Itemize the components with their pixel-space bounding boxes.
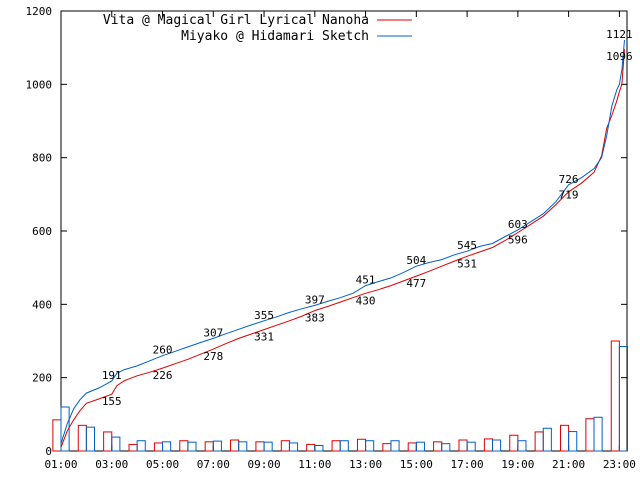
data-label: 226: [153, 369, 173, 382]
y-tick-label: 600: [32, 225, 52, 238]
legend-label-vita: Vita @ Magical Girl Lyrical Nanoha: [103, 13, 369, 28]
data-label: 430: [356, 294, 376, 307]
hourly-bar: [306, 443, 316, 452]
x-tick-label: 19:00: [501, 458, 534, 471]
hourly-bar: [314, 445, 324, 452]
hourly-bar: [179, 440, 189, 452]
data-label: 191: [102, 369, 122, 382]
data-label: 260: [153, 344, 173, 357]
hourly-bar: [187, 441, 197, 452]
x-tick-label: 03:00: [95, 458, 128, 471]
hourly-bar: [593, 416, 603, 452]
hourly-bar: [560, 424, 570, 452]
hourly-bar: [509, 434, 519, 452]
hourly-bar: [255, 441, 265, 452]
hourly-bar: [382, 443, 392, 452]
data-label: 1096: [606, 50, 633, 63]
hourly-bar: [365, 440, 375, 452]
y-tick-label: 400: [32, 298, 52, 311]
hourly-bar: [441, 443, 451, 452]
data-label: 451: [356, 274, 376, 287]
data-label: 596: [508, 233, 528, 246]
data-label: 1121: [606, 28, 633, 41]
x-tick-label: 05:00: [146, 458, 179, 471]
hourly-bar: [610, 340, 620, 452]
hourly-bar: [263, 441, 273, 452]
hourly-bar: [162, 441, 172, 452]
x-tick-label: 13:00: [349, 458, 382, 471]
hourly-bar: [568, 431, 578, 452]
hourly-bar: [466, 441, 476, 452]
hourly-bar: [238, 441, 248, 452]
data-label: 504: [406, 254, 426, 267]
data-label: 531: [457, 257, 477, 270]
data-label: 545: [457, 239, 477, 252]
cumulative-lines: [60, 39, 625, 448]
hourly-bar: [517, 440, 527, 452]
data-label: 477: [406, 277, 426, 290]
hourly-bar: [618, 346, 629, 452]
hourly-bar: [128, 443, 138, 452]
y-tick-label: 200: [32, 372, 52, 385]
hourly-bar: [483, 438, 493, 452]
x-tick-label: 09:00: [247, 458, 280, 471]
chart-axes: 0 200 400 600 800 1000 1200 01:00 03:00 05:00 07:0…: [26, 5, 636, 471]
legend: Vita @ Magical Girl Lyrical Nanoha Miyak…: [103, 13, 412, 44]
hourly-bar: [103, 431, 113, 452]
hourly-bar: [585, 418, 595, 452]
series-line: [60, 49, 625, 448]
data-label: 307: [203, 326, 223, 339]
y-tick-label: 0: [45, 445, 52, 458]
data-label: 155: [102, 395, 122, 408]
x-tick-label: 07:00: [197, 458, 230, 471]
hourly-bar: [60, 406, 70, 452]
x-tick-label: 23:00: [603, 458, 636, 471]
hourly-bar: [433, 441, 443, 452]
hourly-bar: [356, 438, 367, 452]
hourly-bars: [52, 340, 629, 452]
series-line: [60, 39, 625, 444]
hourly-bar: [85, 426, 96, 452]
x-tick-label: 11:00: [298, 458, 331, 471]
x-tick-label: 17:00: [451, 458, 484, 471]
x-tick-label: 01:00: [44, 458, 77, 471]
hourly-bar: [534, 431, 544, 452]
hourly-bar: [339, 440, 349, 452]
hourly-bar: [390, 440, 400, 452]
legend-label-miyako: Miyako @ Hidamari Sketch: [181, 29, 369, 44]
hourly-bar: [212, 440, 222, 452]
hourly-bar: [136, 440, 146, 452]
y-tick-label: 1000: [26, 78, 53, 91]
hourly-bar: [288, 442, 299, 452]
data-label: 355: [254, 309, 274, 322]
hourly-bar: [542, 427, 552, 452]
hourly-bar: [111, 436, 121, 452]
x-tick-label: 15:00: [400, 458, 433, 471]
hourly-bar: [204, 441, 214, 452]
hourly-bar: [458, 439, 468, 452]
data-label: 719: [559, 188, 579, 201]
data-labels: 155 226 278 331 383 430 477 531 596 719 1096 191 260…: [102, 28, 633, 408]
hourly-bar: [153, 442, 164, 452]
hourly-bar: [331, 440, 341, 452]
data-label: 397: [305, 293, 325, 306]
data-label: 383: [305, 312, 325, 325]
hourly-bar: [491, 439, 502, 452]
data-label: 278: [203, 350, 223, 363]
hourly-bar: [52, 419, 62, 452]
hourly-bar: [415, 441, 425, 452]
hourly-bar: [77, 424, 87, 452]
data-label: 726: [559, 173, 579, 186]
hourly-bar: [407, 442, 417, 452]
plot-frame: [60, 10, 628, 452]
y-tick-label: 800: [32, 152, 52, 165]
data-label: 603: [508, 218, 528, 231]
hourly-bar: [230, 439, 240, 452]
data-label: 331: [254, 331, 274, 344]
y-tick-label: 1200: [26, 5, 53, 18]
hourly-bar: [280, 440, 290, 452]
x-tick-label: 21:00: [552, 458, 585, 471]
